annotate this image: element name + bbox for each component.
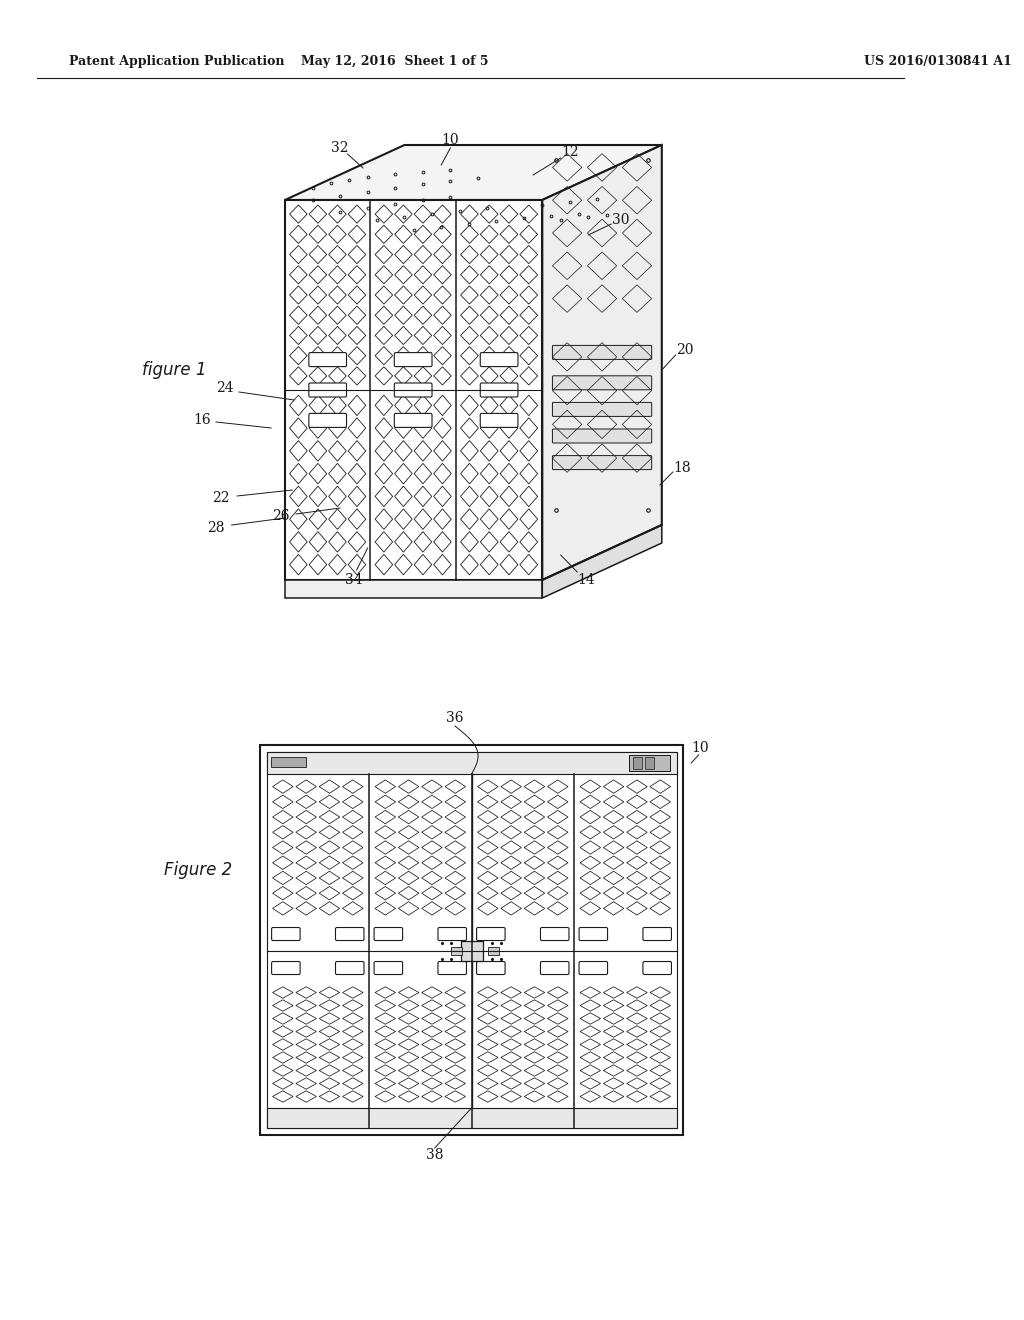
FancyBboxPatch shape: [309, 413, 346, 428]
FancyBboxPatch shape: [476, 961, 505, 974]
FancyBboxPatch shape: [541, 961, 569, 974]
Bar: [629, 755, 670, 771]
Bar: [285, 579, 543, 598]
FancyBboxPatch shape: [394, 383, 432, 397]
Text: 14: 14: [578, 573, 595, 587]
FancyBboxPatch shape: [480, 352, 518, 367]
FancyBboxPatch shape: [541, 928, 569, 941]
FancyBboxPatch shape: [643, 961, 672, 974]
FancyBboxPatch shape: [271, 928, 300, 941]
Text: figure 1: figure 1: [142, 360, 207, 379]
FancyBboxPatch shape: [552, 376, 651, 389]
Text: 38: 38: [426, 1148, 443, 1162]
FancyBboxPatch shape: [580, 928, 607, 941]
Text: 10: 10: [441, 133, 459, 147]
FancyBboxPatch shape: [309, 352, 346, 367]
Bar: [488, 946, 499, 956]
FancyBboxPatch shape: [552, 403, 651, 416]
Text: 32: 32: [332, 141, 349, 154]
Text: 24: 24: [216, 381, 234, 395]
Text: 10: 10: [691, 741, 710, 755]
FancyBboxPatch shape: [643, 928, 672, 941]
Text: 28: 28: [207, 521, 224, 535]
Text: 20: 20: [676, 343, 693, 356]
Bar: [266, 752, 677, 1129]
FancyBboxPatch shape: [336, 961, 364, 974]
FancyBboxPatch shape: [552, 429, 651, 444]
Bar: [452, 946, 463, 956]
FancyBboxPatch shape: [552, 455, 651, 470]
Text: 18: 18: [673, 461, 691, 475]
FancyBboxPatch shape: [374, 961, 402, 974]
Bar: [271, 756, 306, 767]
FancyBboxPatch shape: [480, 413, 518, 428]
FancyBboxPatch shape: [336, 928, 364, 941]
Text: Patent Application Publication: Patent Application Publication: [69, 55, 285, 69]
Polygon shape: [543, 145, 662, 579]
FancyBboxPatch shape: [374, 928, 402, 941]
Text: 30: 30: [611, 213, 629, 227]
Polygon shape: [543, 525, 662, 598]
FancyBboxPatch shape: [552, 346, 651, 359]
Text: 16: 16: [194, 413, 211, 426]
Text: May 12, 2016  Sheet 1 of 5: May 12, 2016 Sheet 1 of 5: [301, 55, 489, 69]
Bar: [461, 941, 482, 961]
Bar: [266, 752, 677, 774]
Bar: [266, 1107, 677, 1129]
FancyBboxPatch shape: [309, 383, 346, 397]
Bar: [260, 744, 683, 1135]
FancyBboxPatch shape: [394, 352, 432, 367]
FancyBboxPatch shape: [394, 413, 432, 428]
FancyBboxPatch shape: [438, 961, 467, 974]
FancyBboxPatch shape: [438, 928, 467, 941]
Text: US 2016/0130841 A1: US 2016/0130841 A1: [864, 55, 1012, 69]
Polygon shape: [285, 201, 543, 579]
FancyBboxPatch shape: [476, 928, 505, 941]
Bar: [633, 756, 642, 770]
Polygon shape: [285, 145, 662, 201]
Text: Figure 2: Figure 2: [164, 861, 231, 879]
Text: 22: 22: [212, 491, 229, 506]
Text: 26: 26: [271, 510, 289, 523]
Text: 12: 12: [561, 145, 579, 158]
FancyBboxPatch shape: [271, 961, 300, 974]
Text: 36: 36: [446, 711, 464, 725]
Bar: [645, 756, 654, 770]
Text: 34: 34: [345, 573, 362, 587]
FancyBboxPatch shape: [580, 961, 607, 974]
FancyBboxPatch shape: [480, 383, 518, 397]
